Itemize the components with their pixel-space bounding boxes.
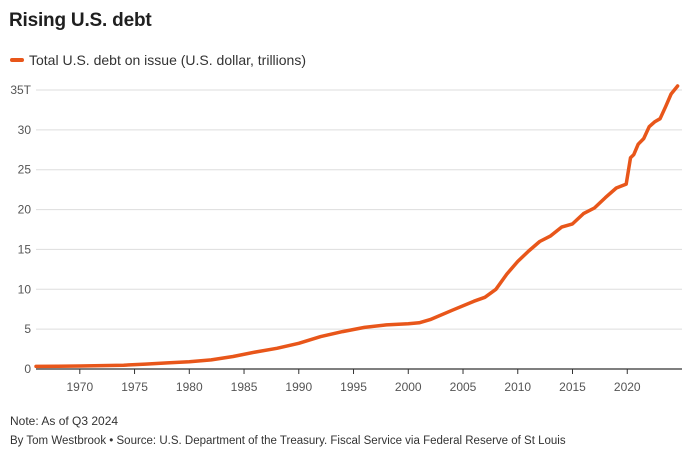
x-tick-label: 2020 (614, 380, 641, 394)
x-tick-label: 2010 (504, 380, 531, 394)
y-tick-labels: 0 5 10 15 20 25 30 35T (10, 83, 31, 376)
y-tick-label: 25 (18, 163, 32, 177)
y-tick-label: 10 (18, 282, 32, 296)
y-tick-label: 15 (18, 242, 32, 256)
legend-swatch (10, 58, 24, 62)
y-tick-label: 30 (18, 123, 32, 137)
legend: Total U.S. debt on issue (U.S. dollar, t… (10, 52, 306, 68)
y-tick-label: 20 (18, 203, 32, 217)
series-layer (34, 84, 680, 369)
x-tick-label: 2000 (395, 380, 422, 394)
chart-source: By Tom Westbrook • Source: U.S. Departme… (10, 435, 566, 447)
x-tick-label: 1975 (121, 380, 148, 394)
x-tick-label: 1990 (285, 380, 312, 394)
x-tick-labels: 1970 1975 1980 1985 1990 1995 2000 2005 2010 2015… (66, 369, 641, 394)
chart-title: Rising U.S. debt (9, 10, 152, 31)
chart-note: Note: As of Q3 2024 (10, 414, 119, 428)
series-line-total-debt (34, 84, 680, 369)
y-tick-label: 35T (10, 83, 31, 97)
x-tick-label: 1995 (340, 380, 367, 394)
x-tick-label: 2005 (450, 380, 477, 394)
x-tick-label: 1970 (66, 380, 93, 394)
x-tick-label: 2015 (559, 380, 586, 394)
y-tick-label: 0 (24, 362, 31, 376)
x-tick-label: 1985 (231, 380, 258, 394)
y-tick-label: 5 (24, 322, 31, 336)
legend-label: Total U.S. debt on issue (U.S. dollar, t… (29, 52, 307, 68)
x-tick-label: 1980 (176, 380, 203, 394)
